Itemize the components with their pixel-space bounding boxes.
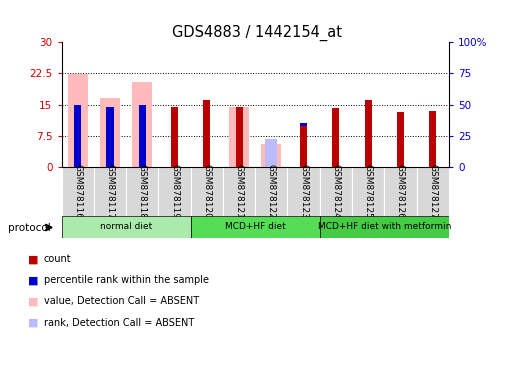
Bar [235,107,243,167]
Bar [139,104,146,167]
Bar [191,42,223,167]
Bar [300,123,307,167]
Text: ■: ■ [28,275,38,285]
Bar [203,112,210,167]
Text: GSM878127: GSM878127 [428,164,437,219]
Text: percentile rank within the sample: percentile rank within the sample [44,275,209,285]
Text: GSM878120: GSM878120 [202,164,211,219]
Bar [429,113,436,167]
Text: GSM878125: GSM878125 [364,164,372,219]
Bar [352,167,384,216]
Text: GDS4883 / 1442154_at: GDS4883 / 1442154_at [171,25,342,41]
Bar [397,112,404,167]
Bar [320,167,352,216]
Bar [384,42,417,167]
Bar [159,167,191,216]
Bar [126,167,159,216]
Bar [320,216,449,238]
Bar [287,42,320,167]
Bar [203,99,210,167]
Bar [300,126,307,167]
Bar [171,108,178,167]
Text: ■: ■ [28,296,38,306]
Bar [352,42,384,167]
Bar [332,108,340,167]
Bar [365,111,372,167]
Bar [62,42,94,167]
Bar [235,112,243,167]
Text: protocol: protocol [8,223,50,233]
Bar [255,42,287,167]
Bar [223,42,255,167]
Bar [203,99,210,167]
Text: MCD+HF diet: MCD+HF diet [225,222,286,232]
Text: ■: ■ [28,254,38,264]
Text: GSM878116: GSM878116 [73,164,82,219]
Bar [255,167,287,216]
Bar [159,42,191,167]
Text: GSM878122: GSM878122 [267,164,276,219]
Text: GSM878121: GSM878121 [234,164,244,219]
Bar [223,167,255,216]
Text: value, Detection Call = ABSENT: value, Detection Call = ABSENT [44,296,199,306]
Bar [100,98,120,167]
Text: MCD+HF diet with metformin: MCD+HF diet with metformin [318,222,451,232]
Bar [429,111,436,167]
Text: GSM878126: GSM878126 [396,164,405,219]
Text: normal diet: normal diet [100,222,152,232]
Text: GSM878123: GSM878123 [299,164,308,219]
Text: count: count [44,254,71,264]
Bar [265,139,278,167]
Bar [332,111,340,167]
Bar [417,42,449,167]
Text: GSM878117: GSM878117 [106,164,114,219]
Bar [74,104,81,167]
Bar [235,107,243,167]
Bar [384,167,417,216]
Bar [171,108,178,167]
Text: GSM878118: GSM878118 [138,164,147,219]
Bar [171,117,178,167]
Text: rank, Detection Call = ABSENT: rank, Detection Call = ABSENT [44,318,194,328]
Bar [397,114,404,167]
Bar [300,126,307,167]
Bar [320,42,352,167]
Bar [126,42,159,167]
Bar [429,111,436,167]
Bar [62,216,191,238]
Bar [62,167,94,216]
Text: ■: ■ [28,318,38,328]
Bar [397,112,404,167]
Bar [106,108,113,167]
Bar [191,216,320,238]
Bar [132,82,152,167]
Bar [332,108,340,167]
Bar [94,167,126,216]
Text: GSM878124: GSM878124 [331,164,341,219]
Bar [191,167,223,216]
Bar [287,167,320,216]
Text: GSM878119: GSM878119 [170,164,179,219]
Bar [68,74,88,167]
Bar [94,42,126,167]
Bar [229,107,249,167]
Bar [261,144,281,167]
Bar [365,100,372,167]
Bar [417,167,449,216]
Bar [365,100,372,167]
